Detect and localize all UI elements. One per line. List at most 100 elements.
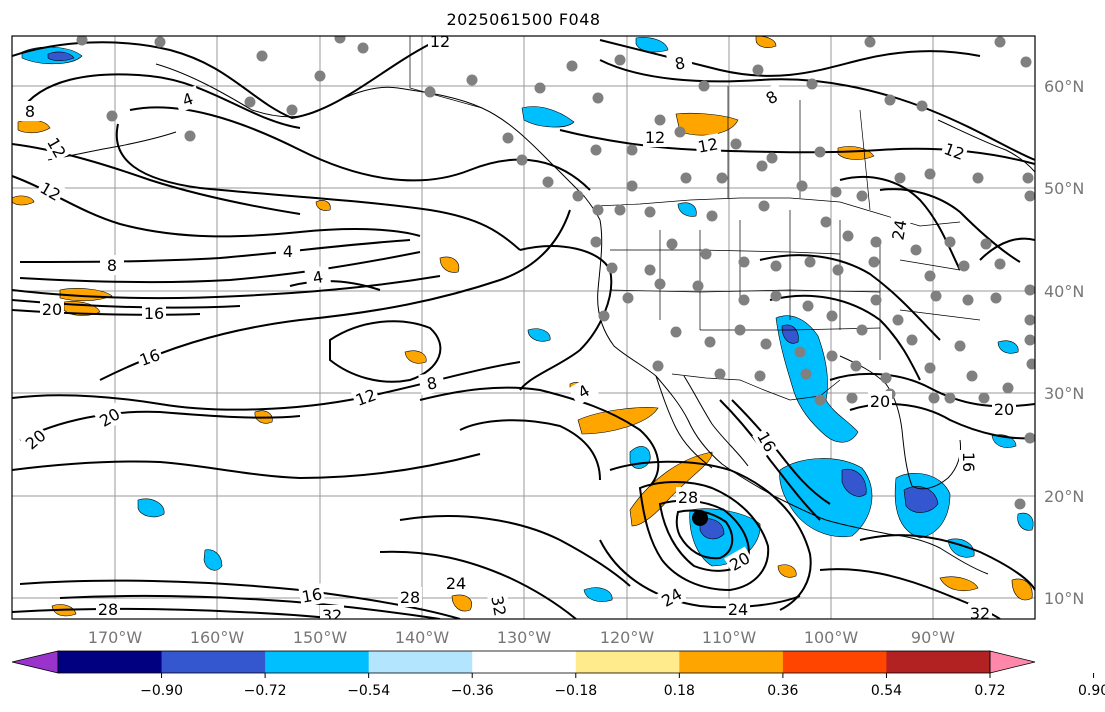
contour-label: 24 [887,216,911,244]
contour-line [599,39,981,77]
positive-shade [577,407,659,435]
negative-shade [635,37,669,53]
state-line [700,327,881,331]
station-dot [1022,172,1034,184]
contour-label-bg [18,101,42,121]
station-markers [76,36,1035,510]
contour-label: 16 [298,583,326,607]
contour-label-bg [320,605,344,619]
contour-label-bg [94,402,125,432]
station-dot [606,262,618,274]
station-dot [930,290,942,302]
station-dot [654,114,666,126]
contour-label-bg [992,399,1016,419]
contour-label: 4 [568,376,599,406]
contour-label-text: 16 [959,452,978,472]
station-dot [800,368,812,380]
station-dot [670,326,682,338]
contour-label-text: 16 [144,304,164,323]
negative-shade [203,549,223,571]
contour-line [289,280,381,291]
colorbar-tick-label: 0.72 [974,683,1005,699]
station-dot [680,172,692,184]
station-dot [958,260,970,272]
station-dot [972,172,984,184]
colorbar-tick-label: −0.54 [347,683,390,699]
contour-label: 20 [992,399,1016,419]
contour-line [675,509,734,560]
contour-label-text: 20 [42,300,62,319]
station-dot [154,36,166,48]
contour-label: 8 [100,255,124,275]
contour-line [12,299,241,309]
longitude-tick-label: 170°W [88,628,143,647]
contour-label-bg [968,603,992,619]
positive-shade-band [629,451,713,527]
contour-line [731,399,831,505]
colorbar-segment [368,651,473,673]
station-dot [502,132,514,144]
station-dot [1026,358,1035,370]
contour-label-bg [656,582,687,612]
figure-title: 2025061500 F048 [446,10,601,29]
contour-line [115,123,521,251]
station-dot [286,104,298,116]
station-dot [868,256,880,268]
contour-label-text: 20 [870,392,890,411]
station-dot [894,172,906,184]
station-dot [944,392,956,404]
station-dot [832,264,844,276]
station-dot [592,204,604,216]
station-dot [1024,284,1035,296]
longitude-tick-label: 100°W [804,628,859,647]
negative-shade-core [841,468,867,497]
station-dot [928,392,940,404]
station-dot [924,270,936,282]
station-dot [804,256,816,268]
contour-line [129,106,591,191]
contour-line [769,294,921,381]
station-dot [910,244,922,256]
contour-label: 20 [40,299,64,319]
contour-label-text: 12 [696,134,719,156]
contour-line [12,275,441,299]
station-dot [806,78,818,90]
station-dot [1020,56,1032,68]
station-dot [1024,314,1035,326]
station-dot [826,310,838,322]
contour-line [12,41,431,120]
positive-shade [755,36,777,48]
station-dot [770,290,782,302]
station-dot [870,294,882,306]
station-dot [954,340,966,352]
contour-label-bg [142,303,166,323]
station-dot [814,394,826,406]
station-dot [614,54,626,66]
contour-line [459,419,601,481]
positive-shade [1011,578,1033,601]
contour-label-text: 28 [678,488,698,507]
station-dot [826,350,838,362]
station-dot [626,180,638,192]
contour-label: 16 [134,343,165,371]
station-dot [334,36,346,44]
contour-label: 16 [142,303,166,323]
contour-label-text: 32 [487,594,509,617]
positive-shade [12,195,35,206]
station-dot [794,346,806,358]
station-dot [716,172,728,184]
contour-label-text: 20 [994,400,1014,419]
negative-shade [677,202,697,217]
contour-label-bg [398,587,422,607]
station-dot [1024,190,1035,202]
colorbar-tick-label: 0.90 [1078,683,1105,699]
station-dot [184,130,196,142]
contour-label: 12 [350,383,381,411]
station-dot [978,392,990,404]
station-dot [814,146,826,158]
colorbar-segment [265,651,370,673]
negative-shade [527,328,551,342]
station-dot [754,370,766,382]
contour-label-bg [276,241,300,261]
